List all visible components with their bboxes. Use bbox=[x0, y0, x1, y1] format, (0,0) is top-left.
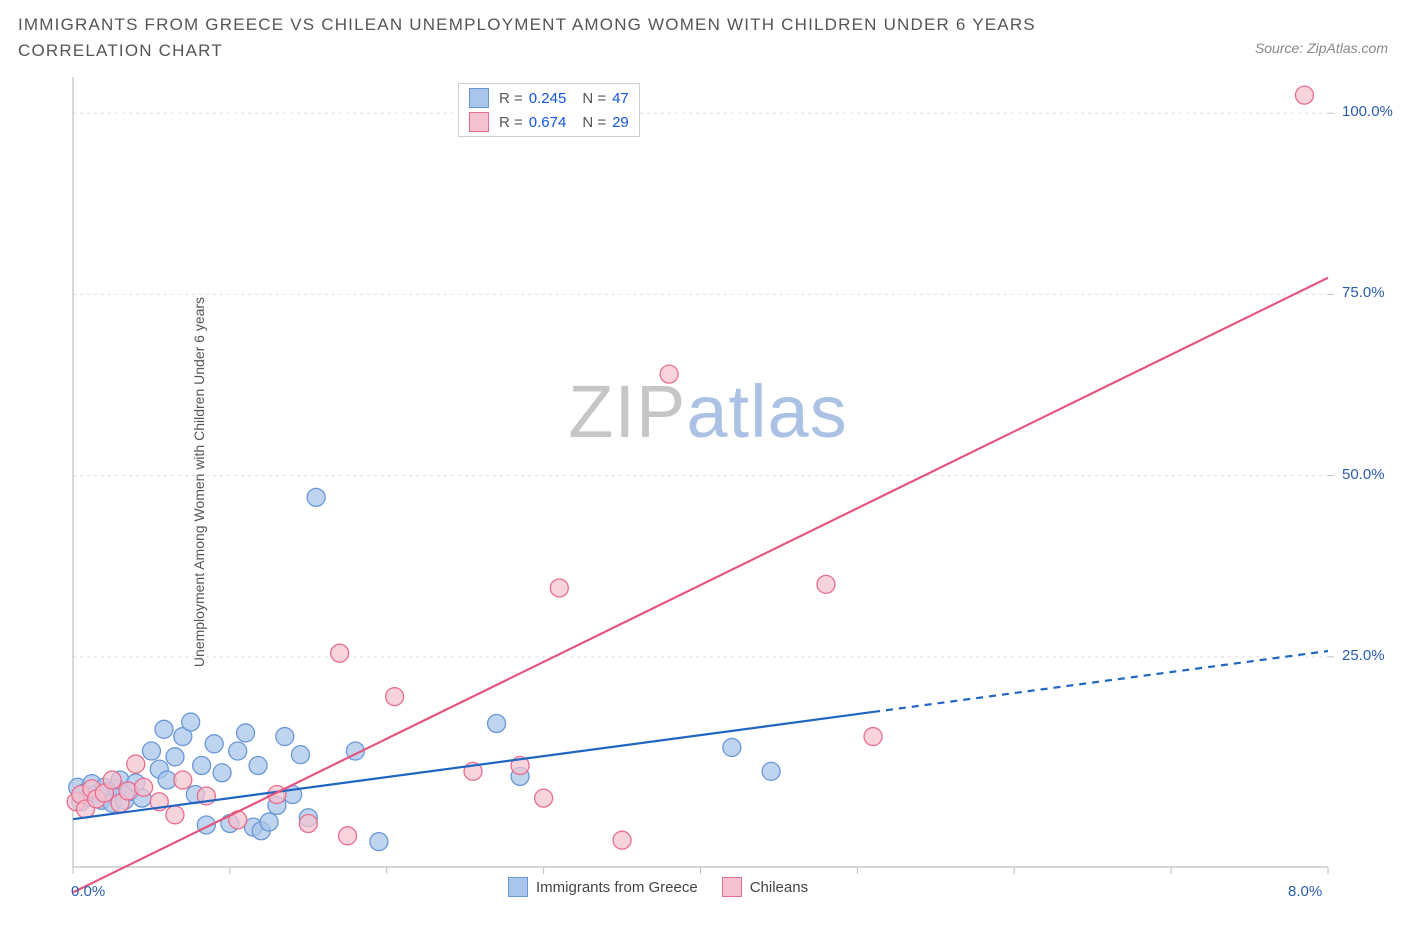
n-value: 47 bbox=[612, 90, 629, 107]
chart-area: Unemployment Among Women with Children U… bbox=[18, 67, 1388, 897]
y-tick-label: 100.0% bbox=[1342, 103, 1393, 120]
chart-title: IMMIGRANTS FROM GREECE VS CHILEAN UNEMPL… bbox=[18, 12, 1138, 63]
r-label: R = bbox=[499, 90, 523, 107]
n-label: N = bbox=[582, 114, 606, 131]
legend-swatch bbox=[508, 877, 528, 897]
legend-swatch bbox=[469, 112, 489, 132]
source-label: Source: ZipAtlas.com bbox=[1255, 40, 1388, 56]
y-tick-label: 50.0% bbox=[1342, 466, 1385, 483]
scatter-chart: ZIPatlas bbox=[18, 67, 1388, 897]
correlation-legend: R = 0.245 N = 47 R = 0.674 N = 29 bbox=[458, 83, 640, 137]
x-tick-label: 8.0% bbox=[1288, 883, 1322, 900]
legend-label: Chileans bbox=[750, 879, 808, 896]
y-tick-label: 25.0% bbox=[1342, 647, 1385, 664]
legend-swatch bbox=[722, 877, 742, 897]
r-value: 0.674 bbox=[529, 114, 567, 131]
r-label: R = bbox=[499, 114, 523, 131]
legend-label: Immigrants from Greece bbox=[536, 879, 698, 896]
svg-text:ZIPatlas: ZIPatlas bbox=[568, 370, 847, 453]
series-legend: Immigrants from Greece Chileans bbox=[508, 877, 808, 897]
legend-swatch bbox=[469, 88, 489, 108]
r-value: 0.245 bbox=[529, 90, 567, 107]
x-tick-label: 0.0% bbox=[71, 883, 105, 900]
n-value: 29 bbox=[612, 114, 629, 131]
n-label: N = bbox=[582, 90, 606, 107]
header-row: IMMIGRANTS FROM GREECE VS CHILEAN UNEMPL… bbox=[18, 12, 1388, 63]
y-axis-label: Unemployment Among Women with Children U… bbox=[191, 297, 207, 667]
y-tick-label: 75.0% bbox=[1342, 284, 1385, 301]
